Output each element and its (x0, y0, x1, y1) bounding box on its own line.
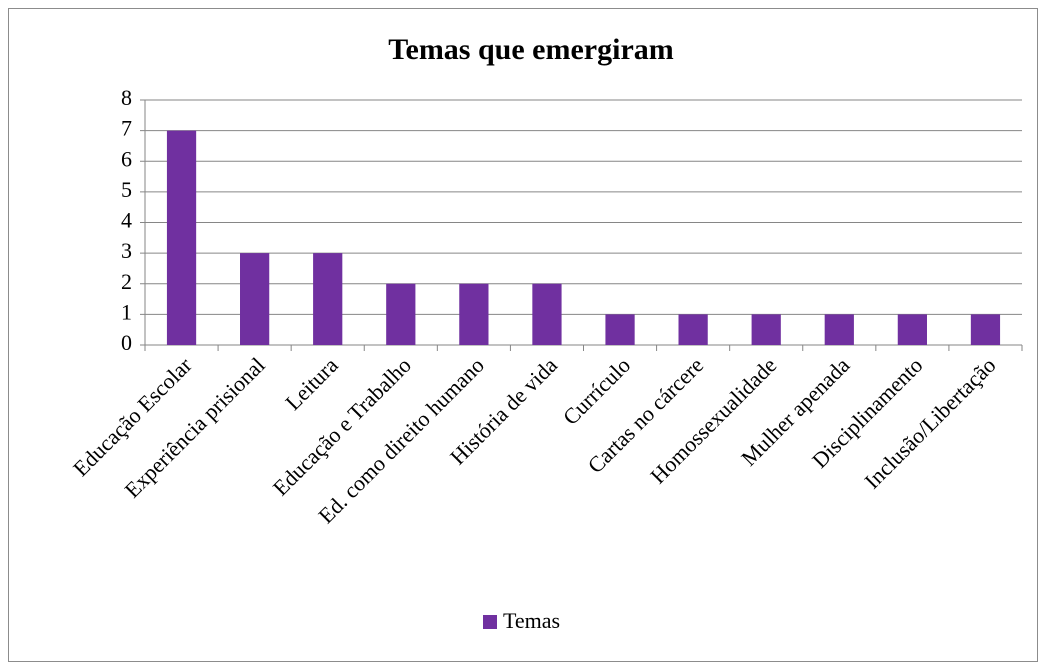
bar (459, 283, 489, 345)
bar (824, 314, 854, 345)
bar (751, 314, 781, 345)
bar (386, 283, 416, 345)
bar (678, 314, 708, 345)
y-tick-label: 3 (121, 238, 132, 263)
y-tick-label: 2 (121, 269, 132, 294)
legend-swatch (483, 615, 497, 629)
y-tick-label: 7 (121, 116, 132, 141)
bar (313, 253, 343, 345)
y-tick-label: 4 (121, 208, 132, 233)
bar (166, 130, 197, 345)
chart-frame (8, 8, 1038, 662)
chart-title: Temas que emergiram (388, 33, 674, 66)
bar (240, 253, 270, 345)
y-tick-label: 8 (121, 85, 132, 110)
y-tick-label: 1 (121, 299, 132, 324)
bar (970, 314, 1001, 345)
bar (605, 314, 635, 345)
bar (897, 314, 927, 345)
y-tick-label: 5 (121, 177, 132, 202)
legend-label: Temas (503, 608, 560, 633)
y-tick-label: 0 (121, 330, 132, 355)
y-tick-label: 6 (121, 146, 132, 171)
bar (532, 283, 562, 345)
